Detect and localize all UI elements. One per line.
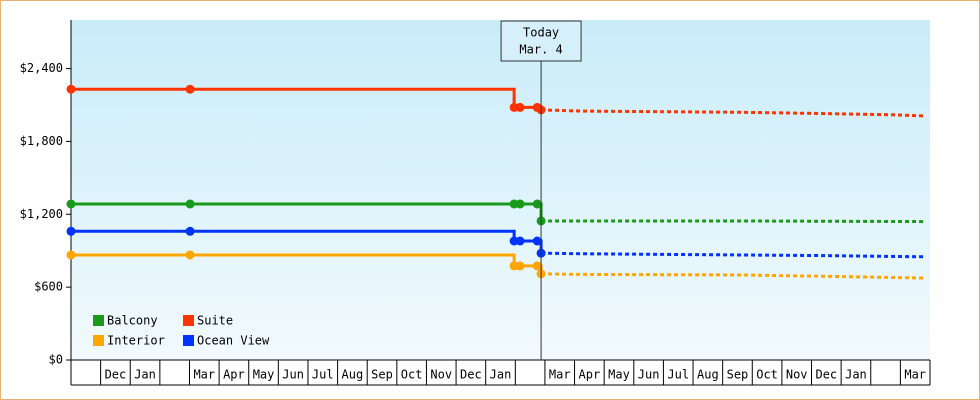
y-tick-label: $0 <box>49 353 63 367</box>
x-tick-label: Dec <box>105 368 127 382</box>
forecast-line <box>541 272 925 280</box>
x-tick-label: Mar <box>549 368 571 382</box>
today-label: Mar. 4 <box>519 43 562 57</box>
x-tick-label: Oct <box>756 368 778 382</box>
x-tick-label: Jun <box>282 368 304 382</box>
x-tick-label: Nov <box>430 368 452 382</box>
x-tick-label: Jul <box>312 368 334 382</box>
price-point <box>515 236 525 246</box>
price-point <box>185 250 195 260</box>
price-point <box>66 250 76 260</box>
x-tick-label: May <box>608 368 630 382</box>
x-tick-label: Jun <box>638 368 660 382</box>
price-point <box>515 199 525 209</box>
x-tick-label: Mar <box>904 368 926 382</box>
forecast-line <box>541 108 925 118</box>
x-tick-label: Jan <box>134 368 156 382</box>
legend-swatch <box>183 315 194 326</box>
price-point <box>185 226 195 236</box>
y-tick-label: $1,800 <box>20 134 63 148</box>
x-tick-label: Jan <box>490 368 512 382</box>
x-tick-label: Apr <box>223 368 245 382</box>
plot-background <box>71 20 930 360</box>
x-tick-label: Dec <box>460 368 482 382</box>
legend-label: Balcony <box>107 314 158 328</box>
x-tick-label: Apr <box>579 368 601 382</box>
price-point <box>66 226 76 236</box>
legend-swatch <box>93 315 104 326</box>
today-box <box>500 20 582 62</box>
legend-label: Suite <box>197 314 233 328</box>
price-point <box>532 261 542 271</box>
price-point <box>66 199 76 209</box>
x-tick-label: Jan <box>845 368 867 382</box>
y-tick-label: $1,200 <box>20 207 63 221</box>
legend-label: Ocean View <box>197 334 270 348</box>
y-tick-label: $600 <box>34 280 63 294</box>
y-tick-label: $2,400 <box>20 61 63 75</box>
x-tick-label: Aug <box>342 368 364 382</box>
price-point <box>185 84 195 94</box>
x-tick-label: Sep <box>727 368 749 382</box>
price-point <box>532 199 542 209</box>
x-tick-label: Sep <box>371 368 393 382</box>
legend-label: Interior <box>107 334 165 348</box>
price-point <box>515 102 525 112</box>
x-tick-label: Oct <box>401 368 423 382</box>
x-tick-label: Jul <box>667 368 689 382</box>
forecast-line <box>541 219 925 224</box>
price-point <box>532 236 542 246</box>
x-tick-label: Mar <box>193 368 215 382</box>
x-tick-label: Dec <box>815 368 837 382</box>
x-tick-label: May <box>253 368 275 382</box>
today-label: Today <box>523 26 559 40</box>
price-point <box>515 261 525 271</box>
forecast-line <box>541 251 925 259</box>
x-tick-label: Aug <box>697 368 719 382</box>
legend-swatch <box>93 335 104 346</box>
price-point <box>66 84 76 94</box>
x-tick-label: Nov <box>786 368 808 382</box>
price-point <box>185 199 195 209</box>
legend-swatch <box>183 335 194 346</box>
